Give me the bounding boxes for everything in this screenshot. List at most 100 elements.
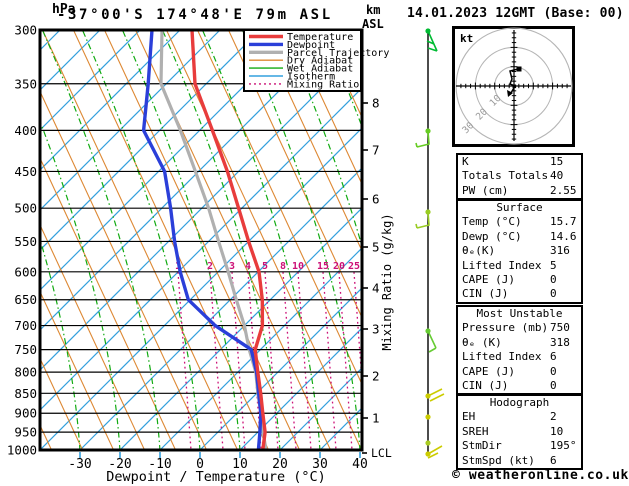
svg-text:8: 8 [280,261,286,272]
legend-label-6: Mixing Ratio [287,79,359,90]
svg-text:2: 2 [207,261,213,272]
row-label: Lifted Index [462,258,542,272]
row-label: Pressure (mb) [462,321,549,335]
height-axis: 8 7 6 5 4 3 2 1 LCL [362,96,392,460]
svg-text:350: 350 [14,76,37,91]
temperature-axis: -30 -20 -10 0 10 20 30 40 Dewpoint / Temperature… [68,452,368,485]
row-value: 750 [550,321,570,335]
row-label: PW (cm) [462,183,509,197]
row-value: 40 [550,169,564,183]
table-header: Hodograph [489,396,550,409]
page-title: -37°00'S 174°48'E 79m ASL [57,7,333,23]
row-label: Lifted Index [462,350,542,364]
row-value: 316 [550,244,570,258]
table-header: Most Unstable [476,307,563,320]
svg-text:3: 3 [372,322,380,337]
table-header: Surface [496,201,543,214]
svg-text:950: 950 [14,425,37,440]
svg-text:800: 800 [14,365,37,380]
table-row: K 15 [458,155,581,169]
row-value: 14.6 [550,229,577,243]
svg-text:4: 4 [245,261,251,272]
svg-text:20: 20 [272,457,288,472]
legend-label-2: Parcel Trajectory [287,48,389,59]
row-label: Temp (°C) [462,215,522,229]
row-value: 2.55 [550,183,577,197]
wind-barb [425,328,437,353]
row-value: 0 [550,378,557,392]
svg-text:700: 700 [14,318,37,333]
row-label: θₑ(K) [462,244,496,258]
legend-label-1: Dewpoint [287,40,335,51]
svg-text:900: 900 [14,406,37,421]
row-value: 318 [550,335,570,349]
row-value: 2 [550,410,557,424]
svg-text:300: 300 [14,23,37,38]
svg-text:750: 750 [14,342,37,357]
wet-adiabat-lines [40,30,362,450]
row-label: CIN (J) [462,287,509,301]
row-value: 15 [550,155,564,168]
table-row: θₑ (K) 318 [458,336,581,350]
table-row: Totals Totals 40 [458,169,581,183]
mixing-ratio-lines [177,271,362,450]
dewpoint-curve [141,30,263,450]
svg-text:2: 2 [372,369,380,384]
svg-text:25: 25 [348,261,360,272]
row-value: 0 [550,287,557,301]
svg-text:400: 400 [14,123,37,138]
svg-text:20: 20 [333,261,345,272]
svg-text:-10: -10 [148,457,171,472]
table-row: SREH 10 [458,425,581,439]
table-row: CIN (J) 0 [458,287,581,301]
svg-text:550: 550 [14,234,37,249]
svg-text:650: 650 [14,292,37,307]
row-label: CAPE (J) [462,364,515,378]
svg-text:4: 4 [372,281,380,296]
svg-text:15: 15 [317,261,329,272]
table-row: PW (cm) 2.55 [458,184,581,198]
temperature-axis-title: Dewpoint / Temperature (°C) [106,469,325,485]
height-axis-unit-asl: ASL [362,17,384,31]
valid-time-label: 14.01.2023 12GMT (Base: 00) [407,6,624,21]
row-value: 0 [550,364,557,378]
wind-barb [415,209,431,229]
indices-table-3: Hodograph EH 2 SREH 10 StmDir 195° StmSpd (kt) 6 [456,394,583,470]
row-label: θₑ (K) [462,335,502,349]
hodograph-unit-label: kt [460,32,473,45]
row-label: Totals Totals [462,169,549,183]
svg-text:850: 850 [14,386,37,401]
table-row: θₑ(K) 316 [458,244,581,258]
temperature-curve [190,30,267,450]
row-value: 15.7 [550,215,577,229]
indices-table-1: Surface Temp (°C) 15.7 Dewp (°C) 14.6 θₑ(K) 31… [456,199,583,304]
copyright-footer: © weatheronline.co.uk [452,468,629,483]
table-row: Lifted Index 5 [458,259,581,273]
legend-label-3: Dry Adiabat [287,56,353,67]
svg-text:10: 10 [292,261,304,272]
table-row: StmDir 195° [458,439,581,453]
table-row: Temp (°C) 15.7 [458,215,581,229]
table-row: EH 2 [458,410,581,424]
wind-barb-column [415,28,445,459]
indices-table-2: Most Unstable Pressure (mb) 750 θₑ (K) 318 Li… [456,305,583,396]
wind-barb [425,445,443,459]
hodograph-center-marker [512,84,517,89]
svg-text:30: 30 [312,457,328,472]
row-value: 195° [550,439,577,453]
plot-border [38,28,364,452]
table-row: Lifted Index 6 [458,350,581,364]
svg-text:-20: -20 [108,457,131,472]
row-label: CIN (J) [462,378,509,392]
legend-label-0: Temperature [287,32,353,43]
pressure-unit-label: hPa [52,2,76,17]
svg-text:6: 6 [372,192,380,207]
row-label: Dewp (°C) [462,229,522,243]
wind-barb [415,128,431,148]
height-axis-unit-km: km [366,3,381,17]
svg-text:5: 5 [372,240,380,255]
svg-text:7: 7 [372,143,380,158]
